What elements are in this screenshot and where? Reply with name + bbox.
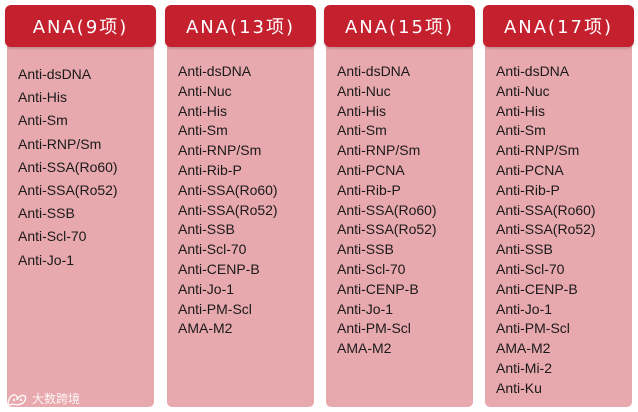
list-item: Anti-PM-Scl [337,320,411,337]
list-item: Anti-Jo-1 [178,280,235,297]
column-panel [485,35,632,407]
list-item: Anti-PM-Scl [496,320,570,337]
list-item: Anti-His [18,89,68,106]
logo-icon [7,393,27,405]
list-item: Anti-Jo-1 [18,251,75,268]
list-item: AMA-M2 [178,320,233,337]
list-item: Anti-CENP-B [496,280,578,297]
list-item: Anti-Sm [337,122,387,139]
list-item: Anti-SSA(Ro52) [18,182,118,199]
list-item: Anti-PCNA [337,161,405,178]
list-item: Anti-PCNA [496,161,564,178]
watermark-text: 大数跨境 [32,392,81,406]
list-item: Anti-CENP-B [337,280,419,297]
column-ana-13: ANA(13项) Anti-dsDNA Anti-Nuc Anti-His An… [165,5,316,407]
list-item: Anti-Scl-70 [337,260,406,277]
antibody-list: Anti-dsDNA Anti-His Anti-Sm Anti-RNP/Sm … [18,63,152,272]
list-item: Anti-Jo-1 [496,300,553,317]
list-item: Anti-Sm [18,112,68,129]
list-item: Anti-SSB [178,221,235,238]
list-item: Anti-Rib-P [337,181,401,198]
column-panel [167,35,314,407]
list-item: Anti-SSA(Ro60) [18,158,118,175]
list-item: Anti-RNP/Sm [337,142,421,159]
list-item: Anti-Rib-P [496,181,560,198]
column-header: ANA(13项) [165,5,316,47]
list-item: Anti-SSA(Ro60) [337,201,437,218]
list-item: Anti-SSB [337,241,394,258]
column-ana-17: ANA(17项) Anti-dsDNA Anti-Nuc Anti-His An… [483,5,634,407]
list-item: Anti-SSA(Ro52) [178,201,278,218]
column-panel [326,35,473,407]
list-item: Anti-dsDNA [18,66,92,82]
list-item: Anti-SSA(Ro52) [496,221,596,238]
list-item: Anti-PM-Scl [178,300,252,317]
column-header: ANA(15项) [324,5,475,47]
list-item: Anti-His [178,102,228,119]
list-item: Anti-RNP/Sm [18,135,102,152]
column-ana-15: ANA(15项) Anti-dsDNA Anti-Nuc Anti-His An… [324,5,475,407]
list-item: Anti-Nuc [178,82,232,99]
list-item: Anti-Scl-70 [496,260,565,277]
list-item: Anti-SSB [496,241,553,258]
list-item: AMA-M2 [337,340,392,357]
list-item: Anti-dsDNA [178,63,252,79]
list-item: Anti-Jo-1 [337,300,394,317]
list-item: Anti-His [496,102,546,119]
list-item: Anti-SSA(Ro52) [337,221,437,238]
list-item: Anti-RNP/Sm [496,142,580,159]
antibody-list: Anti-dsDNA Anti-Nuc Anti-His Anti-Sm Ant… [496,62,630,399]
list-item: Anti-dsDNA [337,63,411,79]
list-item: Anti-Nuc [496,82,550,99]
list-item: Anti-SSB [18,205,75,222]
list-item: Anti-Rib-P [178,161,242,178]
column-header: ANA(17项) [483,5,634,47]
antibody-list: Anti-dsDNA Anti-Nuc Anti-His Anti-Sm Ant… [178,62,312,339]
list-item: Anti-Scl-70 [18,228,87,245]
list-item: Anti-His [337,102,387,119]
list-item: Anti-Ku [496,379,542,396]
list-item: Anti-Scl-70 [178,241,247,258]
watermark: 大数跨境 [6,390,80,407]
column-panel [7,35,154,407]
list-item: Anti-Mi-2 [496,359,553,376]
list-item: Anti-CENP-B [178,260,260,277]
list-item: Anti-SSA(Ro60) [496,201,596,218]
list-item: AMA-M2 [496,340,551,357]
list-item: Anti-Nuc [337,82,391,99]
antibody-list: Anti-dsDNA Anti-Nuc Anti-His Anti-Sm Ant… [337,62,471,359]
column-ana-9: ANA(9项) Anti-dsDNA Anti-His Anti-Sm Anti… [5,5,156,407]
list-item: Anti-dsDNA [496,63,570,79]
column-header: ANA(9项) [5,5,156,47]
list-item: Anti-SSA(Ro60) [178,181,278,198]
list-item: Anti-Sm [178,122,228,139]
list-item: Anti-RNP/Sm [178,142,262,159]
list-item: Anti-Sm [496,122,546,139]
